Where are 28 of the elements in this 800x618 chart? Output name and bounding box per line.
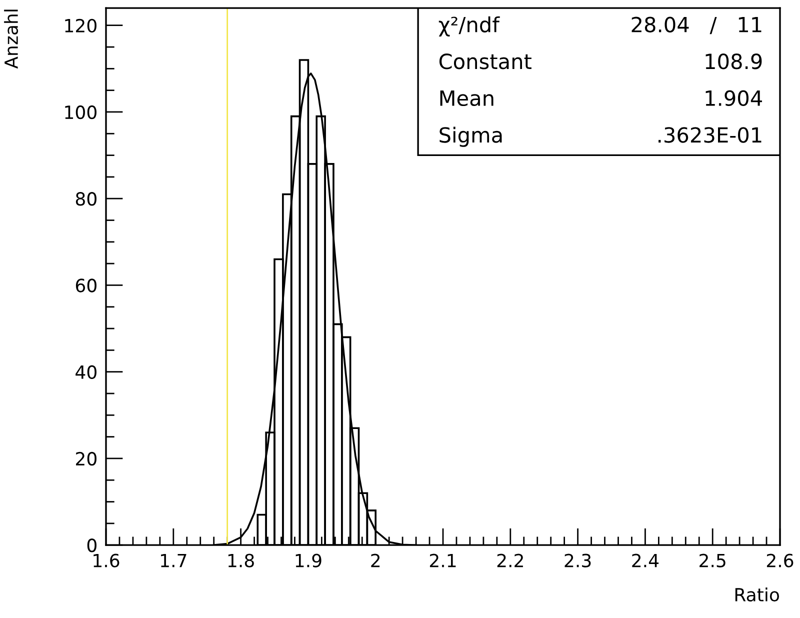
x-tick-label: 2.3	[564, 554, 591, 568]
y-tick-label: 100	[65, 105, 96, 120]
x-tick-label: 2.1	[430, 554, 456, 568]
x-tick-label: 1.9	[296, 554, 322, 568]
x-tick-label: 2	[371, 554, 380, 568]
annotation: 1.904	[706, 90, 762, 106]
y-tick-label: 120	[65, 18, 96, 32]
x-tick-label: 2.5	[700, 554, 726, 568]
x-axis-title: Ratio	[735, 588, 780, 602]
annotation: Sigma	[440, 126, 502, 147]
x-tick-label: 2.6	[766, 554, 794, 568]
x-tick-label: 1.7	[161, 554, 186, 568]
y-tick-label: 80	[76, 192, 96, 206]
x-tick-label: 1.8	[228, 554, 254, 568]
y-axis-title: Anzahl	[4, 10, 18, 69]
y-tick-label: 20	[76, 452, 96, 466]
annotation: .3623E-01	[658, 127, 762, 143]
annotation: χ²/ndf	[438, 16, 500, 37]
y-tick-label: 60	[76, 278, 96, 292]
x-tick-label: 2.2	[497, 554, 523, 568]
annotation: Mean	[440, 90, 494, 106]
x-tick-label: 1.6	[94, 554, 120, 568]
annotation: Constant	[439, 54, 532, 70]
y-tick-label: 0	[87, 538, 96, 552]
annotation: 108.9	[706, 54, 762, 70]
annotation: 28.04 / 11	[632, 16, 762, 34]
x-tick-label: 2.4	[632, 554, 659, 568]
y-tick-label: 40	[76, 365, 96, 379]
